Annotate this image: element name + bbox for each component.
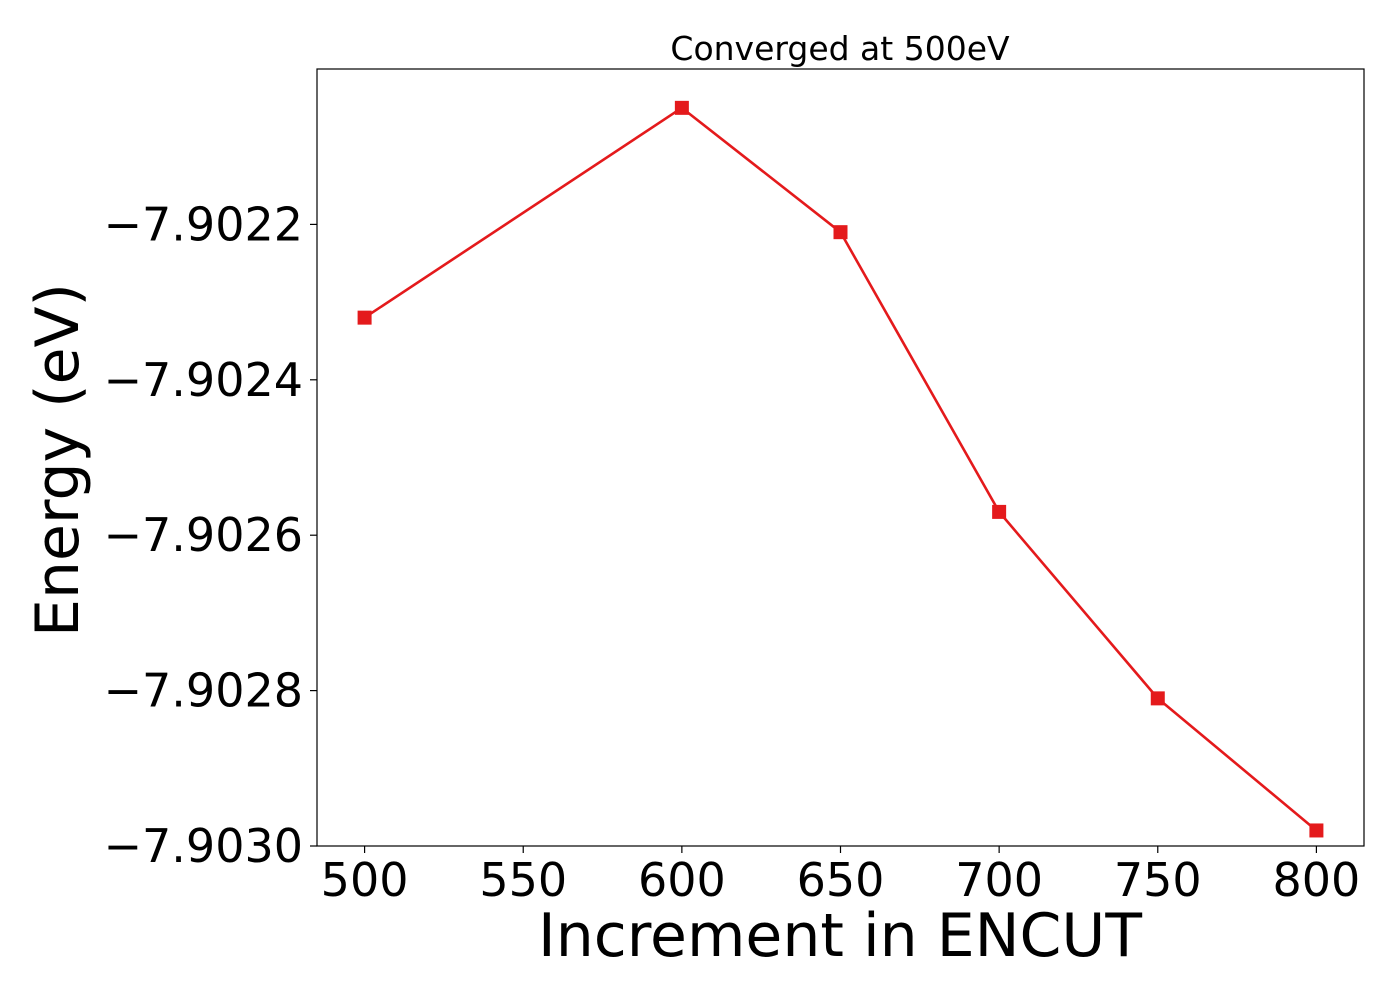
series-line — [363, 106, 1318, 832]
data-point — [674, 100, 689, 115]
y-tick-label: −7.9022 — [104, 197, 304, 251]
y-tick-label: −7.9024 — [104, 353, 304, 407]
x-axis-label: Increment in ENCUT — [538, 901, 1142, 971]
x-axis: 500 550 600 650 700 750 800 — [321, 846, 1361, 907]
plot-frame — [316, 68, 1365, 847]
y-tick-label: −7.9026 — [104, 508, 304, 562]
data-point — [1150, 691, 1165, 706]
x-tick-label: 550 — [479, 853, 567, 907]
data-point — [357, 310, 372, 325]
x-tick-label: 600 — [638, 853, 726, 907]
x-tick-label: 650 — [797, 853, 885, 907]
plot-area — [357, 100, 1324, 838]
x-tick-label: 500 — [321, 853, 409, 907]
data-point — [992, 504, 1007, 519]
y-axis: −7.9022 −7.9024 −7.9026 −7.9028 −7.9030 — [104, 197, 317, 873]
data-point — [1309, 823, 1324, 838]
chart-title: Converged at 500eV — [670, 29, 1010, 68]
data-point — [833, 225, 848, 240]
x-tick-label: 750 — [1114, 853, 1202, 907]
y-axis-label: Energy (eV) — [23, 283, 93, 637]
y-tick-label: −7.9028 — [104, 664, 304, 718]
x-tick-label: 800 — [1273, 853, 1361, 907]
x-tick-label: 700 — [955, 853, 1043, 907]
y-tick-label: −7.9030 — [104, 819, 304, 873]
